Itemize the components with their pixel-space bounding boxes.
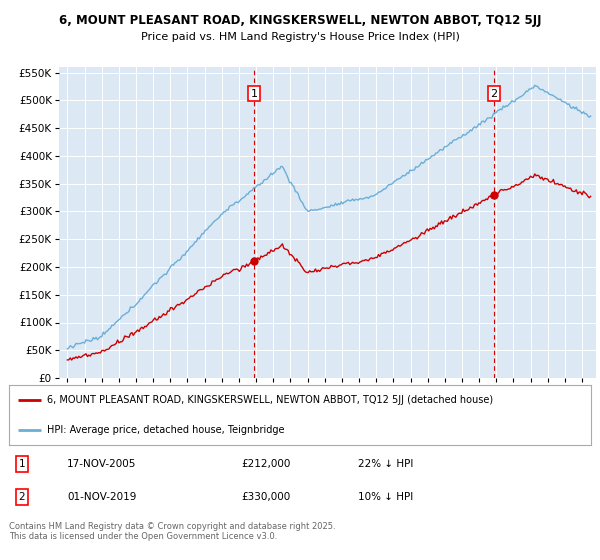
Text: 6, MOUNT PLEASANT ROAD, KINGSKERSWELL, NEWTON ABBOT, TQ12 5JJ: 6, MOUNT PLEASANT ROAD, KINGSKERSWELL, N… bbox=[59, 14, 541, 27]
Text: £330,000: £330,000 bbox=[242, 492, 291, 502]
Text: HPI: Average price, detached house, Teignbridge: HPI: Average price, detached house, Teig… bbox=[47, 425, 284, 435]
Text: 10% ↓ HPI: 10% ↓ HPI bbox=[358, 492, 413, 502]
Text: 17-NOV-2005: 17-NOV-2005 bbox=[67, 459, 137, 469]
Text: 2: 2 bbox=[19, 492, 25, 502]
Text: £212,000: £212,000 bbox=[242, 459, 291, 469]
Text: 1: 1 bbox=[19, 459, 25, 469]
Text: Contains HM Land Registry data © Crown copyright and database right 2025.
This d: Contains HM Land Registry data © Crown c… bbox=[9, 522, 335, 542]
Text: 01-NOV-2019: 01-NOV-2019 bbox=[67, 492, 137, 502]
Text: 6, MOUNT PLEASANT ROAD, KINGSKERSWELL, NEWTON ABBOT, TQ12 5JJ (detached house): 6, MOUNT PLEASANT ROAD, KINGSKERSWELL, N… bbox=[47, 395, 493, 405]
Text: 22% ↓ HPI: 22% ↓ HPI bbox=[358, 459, 413, 469]
Text: 1: 1 bbox=[251, 88, 257, 99]
Text: Price paid vs. HM Land Registry's House Price Index (HPI): Price paid vs. HM Land Registry's House … bbox=[140, 32, 460, 42]
Text: 2: 2 bbox=[490, 88, 497, 99]
